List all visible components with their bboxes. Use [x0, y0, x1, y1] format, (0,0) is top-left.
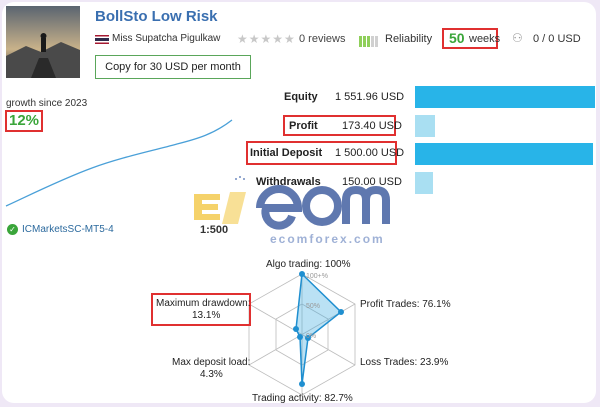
- equity-value: 1 551.96 USD: [335, 91, 405, 103]
- author-name[interactable]: Miss Supatcha Pigulkaw: [112, 33, 221, 44]
- withdrawals-bar: [415, 172, 433, 194]
- radar-label-trading-activity: Trading activity: 82.7%: [252, 393, 353, 403]
- profit-highlight: [283, 115, 396, 136]
- verified-check-icon: ✓: [7, 224, 18, 235]
- initial-deposit-bar: [415, 143, 593, 165]
- weeks-highlight: [442, 28, 498, 49]
- growth-chart: [5, 119, 233, 207]
- thailand-flag-icon: [95, 35, 109, 44]
- growth-label: growth since 2023: [6, 98, 88, 109]
- radar-tick-100: 100+%: [306, 273, 328, 280]
- profit-bar: [415, 115, 435, 137]
- radar-label-profit-trades: Profit Trades: 76.1%: [360, 299, 451, 310]
- copy-signal-button[interactable]: Copy for 30 USD per month: [95, 55, 251, 79]
- equity-label: Equity: [284, 91, 318, 103]
- growth-value: 12%: [9, 112, 40, 129]
- signal-card: BollSto Low Risk Miss Supatcha Pigulkaw …: [2, 2, 596, 403]
- withdrawals-value: 150.00 USD: [342, 176, 402, 188]
- subscribers-icon: ⚇: [512, 31, 523, 45]
- radar-chart: 100+% 50% 0%: [248, 271, 356, 396]
- radar-label-max-drawdown: Maximum drawdown:: [156, 298, 251, 309]
- radar-tick-0: 0%: [306, 333, 316, 340]
- subscribers-value: 0 / 0 USD: [533, 33, 581, 45]
- leverage-value: 1:500: [200, 224, 229, 236]
- radar-label-max-deposit-load: Max deposit load:: [172, 357, 251, 368]
- signal-title[interactable]: BollSto Low Risk: [95, 8, 218, 25]
- ecomforex-watermark-logo: [194, 176, 390, 230]
- initial-deposit-highlight: [246, 141, 397, 165]
- reliability-bars-icon: [359, 34, 379, 52]
- growth-highlight: [5, 110, 43, 132]
- rating-stars-icon: ★★★★★: [237, 32, 296, 46]
- radar-value-max-deposit-load: 4.3%: [200, 369, 223, 380]
- radar-value-max-drawdown: 13.1%: [192, 310, 221, 321]
- weeks-value: 50: [449, 30, 465, 46]
- initial-deposit-label: Initial Deposit: [250, 147, 323, 159]
- weeks-label: weeks: [469, 33, 501, 45]
- equity-bar: [415, 86, 595, 108]
- profit-value: 173.40 USD: [342, 120, 402, 132]
- initial-deposit-value: 1 500.00 USD: [335, 147, 405, 159]
- signal-avatar: [6, 6, 80, 78]
- growth-line: [5, 119, 233, 207]
- reliability-label: Reliability: [385, 33, 433, 45]
- radar-label-algo-trading: Algo trading: 100%: [266, 259, 351, 270]
- drawdown-highlight: [151, 293, 251, 326]
- broker-server[interactable]: ICMarketsSC-MT5-4: [22, 224, 114, 235]
- radar-label-loss-trades: Loss Trades: 23.9%: [360, 357, 449, 368]
- radar-tick-50: 50%: [306, 303, 320, 310]
- reviews-count[interactable]: 0 reviews: [299, 33, 346, 45]
- watermark-text: ecomforex.com: [270, 232, 385, 246]
- withdrawals-label: Withdrawals: [256, 176, 321, 188]
- profit-label: Profit: [289, 120, 318, 132]
